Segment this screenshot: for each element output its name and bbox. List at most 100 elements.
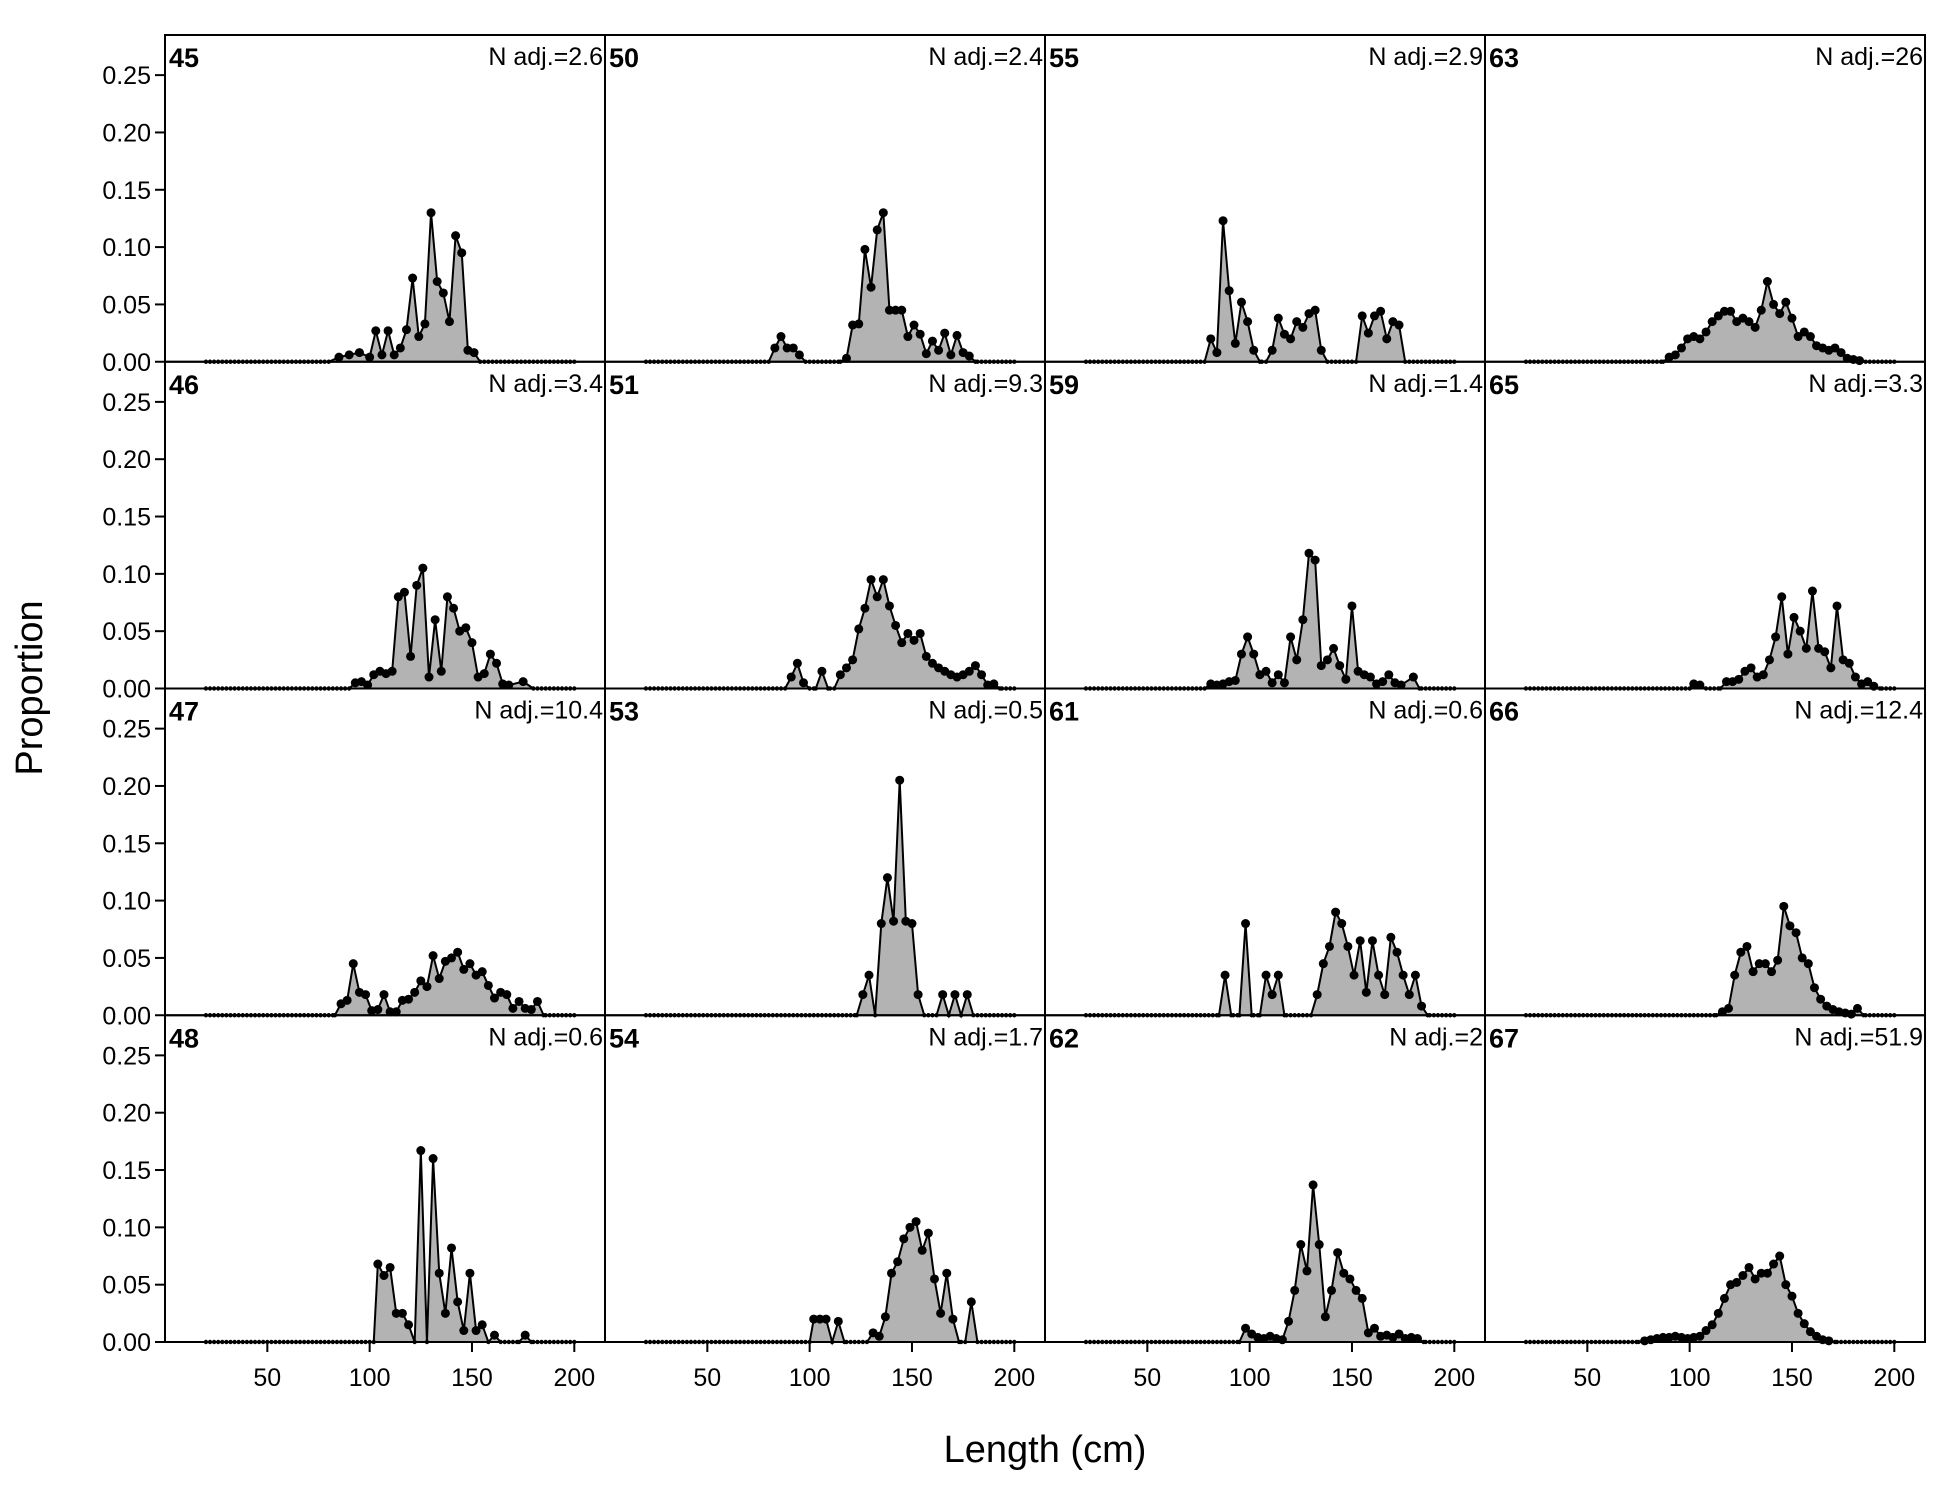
data-point [1392, 947, 1402, 957]
data-point [1826, 663, 1836, 673]
series-line [645, 575, 1015, 690]
panel-63: 63 N adj.=26 [1484, 34, 1926, 366]
data-point [410, 987, 420, 997]
data-point [1748, 967, 1758, 977]
series-line [205, 212, 575, 363]
y-tick-label: 0.05 [102, 291, 151, 319]
data-point [1290, 1285, 1300, 1295]
data-point [451, 231, 461, 241]
data-point [964, 351, 974, 361]
data-point [882, 873, 892, 883]
data-point [1713, 1308, 1723, 1318]
area-fill [1085, 553, 1455, 689]
panel-55: 55 N adj.=2.9 [1044, 34, 1486, 364]
n-adj-label: N adj.=3.3 [1808, 370, 1923, 398]
panel-frame [1044, 360, 1486, 690]
n-adj-label: N adj.=51.9 [1794, 1023, 1923, 1051]
data-point [878, 208, 888, 218]
data-point [434, 1268, 444, 1278]
data-point [442, 592, 452, 602]
data-point [878, 575, 888, 585]
panel-label: 55 [1049, 43, 1079, 73]
data-point [833, 1316, 843, 1326]
data-point [373, 1005, 383, 1015]
data-point [1273, 970, 1283, 980]
series-line [645, 780, 1015, 1019]
data-point [891, 620, 901, 630]
x-tick-label: 100 [1669, 1364, 1711, 1392]
y-tick-label: 0.20 [102, 119, 151, 147]
data-point [447, 1243, 457, 1253]
n-adj-label: N adj.=0.5 [928, 697, 1043, 725]
data-point [1744, 1262, 1754, 1272]
y-tick-label: 0.10 [102, 888, 151, 916]
data-point [1820, 647, 1830, 657]
data-point [492, 658, 502, 668]
panel-label: 67 [1489, 1023, 1519, 1053]
data-point [1314, 1240, 1324, 1250]
data-point [1832, 601, 1842, 611]
panel-61: 61 N adj.=0.6 [1044, 687, 1486, 1018]
x-tick-label: 100 [1229, 1364, 1271, 1392]
x-tick-label: 150 [1331, 1364, 1373, 1392]
data-point [889, 916, 899, 926]
data-point [864, 970, 874, 980]
data-point [420, 319, 430, 329]
data-point [1286, 632, 1296, 642]
data-point [938, 990, 948, 1000]
data-point [1412, 1334, 1422, 1344]
data-point [1267, 678, 1277, 688]
data-point [977, 670, 987, 680]
data-point [841, 663, 851, 673]
data-point [1863, 677, 1873, 687]
data-point [477, 1320, 487, 1330]
panel-frame [1484, 360, 1926, 690]
data-point [1852, 1003, 1862, 1013]
panel-label: 46 [169, 370, 199, 400]
data-point [1846, 1009, 1856, 1019]
panel-54: 54 N adj.=1.7 50 100 150 200 [604, 1014, 1046, 1392]
y-tick-label: 0.25 [102, 1042, 151, 1070]
data-point [915, 329, 925, 339]
data-point [1801, 643, 1811, 653]
x-tick-label: 50 [1133, 1364, 1161, 1392]
y-tick-label: 0.05 [102, 1272, 151, 1300]
data-point [794, 350, 804, 360]
panel-label: 54 [609, 1023, 639, 1053]
panel-frame [1484, 687, 1926, 1017]
data-point [365, 352, 375, 362]
data-point [1267, 990, 1277, 1000]
data-point [1355, 936, 1365, 946]
data-point [1329, 643, 1339, 653]
data-point [1361, 987, 1371, 997]
data-point [866, 575, 876, 585]
data-point [893, 1257, 903, 1267]
data-point [418, 563, 428, 573]
data-point [1206, 334, 1216, 344]
data-point [1349, 970, 1359, 980]
y-tick-label: 0.10 [102, 1214, 151, 1242]
data-point [1807, 586, 1817, 596]
data-point [1310, 555, 1320, 565]
data-point [1695, 334, 1705, 344]
data-point [1341, 674, 1351, 684]
data-point [342, 995, 352, 1005]
y-tick-label: 0.15 [102, 1157, 151, 1185]
data-point [1320, 1312, 1330, 1322]
data-point [1719, 1293, 1729, 1303]
data-point [1357, 1293, 1367, 1303]
data-point [1771, 632, 1781, 642]
data-point [434, 974, 444, 984]
n-adj-label: N adj.=2.4 [928, 43, 1043, 71]
data-point [895, 775, 905, 785]
panel-label: 63 [1489, 43, 1519, 73]
data-point [897, 638, 907, 648]
x-tick-label: 50 [1573, 1364, 1601, 1392]
data-point [483, 980, 493, 990]
data-point [1726, 306, 1736, 316]
area-fill [645, 579, 1015, 689]
data-point [1398, 970, 1408, 980]
data-point [936, 1308, 946, 1318]
data-point [1789, 612, 1799, 622]
data-point [940, 328, 950, 338]
